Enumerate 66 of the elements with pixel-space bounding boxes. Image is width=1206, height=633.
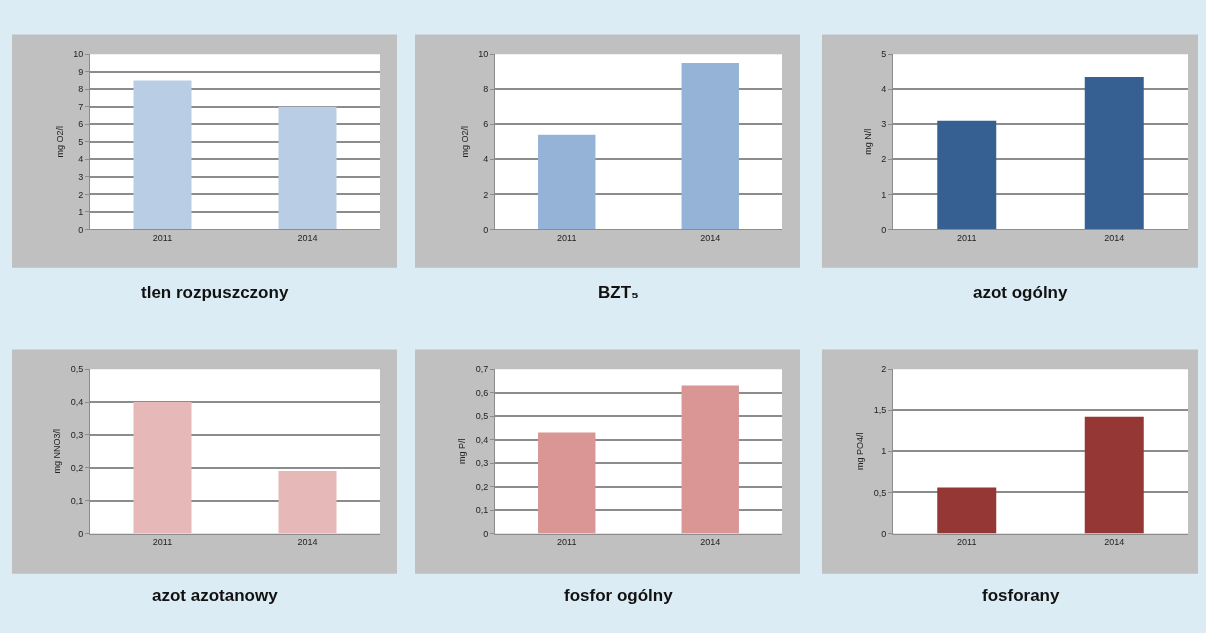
y-tick-label: 2	[483, 189, 489, 200]
y-tick-label: 0	[78, 224, 84, 235]
y-axis-title: mg P/l	[457, 438, 468, 465]
y-tick-label: 6	[78, 119, 84, 130]
text: fosfor ogólny	[564, 586, 674, 605]
y-tick-label: 0,1	[475, 505, 489, 516]
y-tick-label: 0,3	[475, 458, 489, 469]
y-tick-label: 0,5	[475, 411, 489, 422]
y-tick-label: 0,5	[70, 364, 84, 375]
y-tick-label: 0,4	[475, 434, 489, 445]
x-tick-label: 2011	[557, 233, 577, 244]
y-tick-label: 4	[881, 84, 887, 95]
y-tick-label: 4	[483, 154, 489, 165]
y-axis-title: mg O2/l	[459, 126, 470, 158]
x-tick-label: 2011	[957, 537, 977, 548]
y-tick-label: 2	[881, 364, 887, 375]
x-tick-label: 2014	[297, 233, 318, 244]
y-tick-label: 6	[483, 119, 489, 130]
y-tick-label: 0	[483, 528, 489, 539]
y-tick-label: 2	[78, 189, 84, 200]
y-tick-label: 1	[78, 207, 84, 218]
y-tick-label: 3	[881, 119, 887, 130]
y-tick-label: 0,7	[475, 364, 489, 375]
y-axis-title: mg O2/l	[54, 126, 65, 158]
y-tick-label: 0,3	[70, 430, 84, 441]
y-tick-label: 0	[483, 224, 489, 235]
text: azot ogólny	[973, 283, 1068, 302]
y-axis-title: mg N/l	[862, 128, 873, 155]
y-tick-label: 0,5	[873, 487, 887, 498]
x-tick-label: 2014	[700, 537, 721, 548]
y-tick-label: 1	[881, 446, 887, 457]
y-tick-label: 7	[78, 101, 84, 112]
y-tick-label: 4	[78, 154, 84, 165]
y-tick-label: 0	[78, 528, 84, 539]
y-tick-label: 1	[881, 189, 887, 200]
x-tick-label: 2014	[1104, 233, 1125, 244]
y-tick-label: 5	[78, 136, 84, 147]
y-tick-label: 0,2	[475, 481, 489, 492]
y-tick-label: 2	[881, 154, 887, 165]
y-tick-label: 0,2	[70, 462, 84, 473]
y-tick-label: 8	[483, 84, 489, 95]
y-tick-label: 0,6	[475, 387, 489, 398]
text: azot azotanowy	[152, 586, 279, 605]
y-tick-label: 3	[78, 171, 84, 182]
x-tick-label: 2011	[957, 233, 977, 244]
y-tick-label: 5	[881, 49, 887, 60]
y-tick-label: 8	[78, 84, 84, 95]
y-tick-label: 0	[881, 528, 887, 539]
y-tick-label: 9	[78, 66, 84, 77]
x-tick-label: 2014	[1104, 537, 1125, 548]
x-tick-label: 2014	[297, 537, 318, 548]
y-tick-label: 1,5	[873, 405, 887, 416]
y-tick-label: 0	[881, 224, 887, 235]
x-tick-label: 2011	[152, 537, 173, 548]
y-axis-title: mg PO4/l	[855, 432, 866, 471]
text: fosforany	[982, 586, 1060, 605]
text: tlen rozpuszczony	[141, 283, 289, 302]
y-tick-label: 0,4	[70, 397, 84, 408]
x-tick-label: 2014	[700, 233, 721, 244]
y-tick-label: 10	[73, 49, 84, 60]
text: BZT₅	[598, 283, 639, 302]
y-axis-title: mg NNO3/l	[52, 429, 63, 474]
y-tick-label: 10	[478, 49, 489, 60]
x-tick-label: 2011	[557, 537, 577, 548]
x-tick-label: 2011	[152, 233, 173, 244]
y-tick-label: 0,1	[70, 495, 84, 506]
